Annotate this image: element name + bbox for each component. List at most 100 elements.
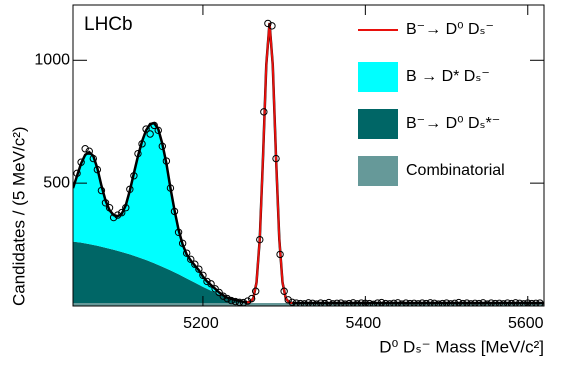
data-point: [260, 108, 268, 116]
data-point: [207, 280, 215, 288]
data-point: [386, 300, 394, 306]
data-point: [142, 125, 150, 133]
data-point: [528, 299, 536, 306]
legend-label: B⁻→ D⁰ Dₛ⁻: [406, 21, 494, 38]
data-point: [353, 300, 361, 306]
data-point: [73, 169, 81, 178]
data-point: [231, 297, 240, 306]
data-point: [264, 19, 272, 28]
data-point: [463, 299, 471, 306]
data-point: [536, 299, 544, 306]
data-point: [406, 299, 414, 306]
data-point: [150, 121, 158, 130]
data-point: [471, 299, 479, 306]
data-point: [256, 235, 264, 244]
data-point: [138, 140, 146, 148]
data-point: [430, 299, 439, 306]
component-area: [73, 123, 228, 298]
data-point: [178, 239, 187, 248]
data-point: [284, 296, 292, 304]
data-point: [349, 299, 357, 306]
data-point: [101, 199, 110, 207]
data-point: [187, 255, 195, 264]
data-point: [450, 299, 459, 306]
data-point: [300, 300, 309, 306]
data-point: [134, 149, 142, 158]
data-point: [219, 292, 227, 300]
data-point: [316, 299, 325, 306]
experiment-label: LHCb: [84, 14, 133, 35]
data-point: [394, 299, 402, 306]
data-point: [459, 299, 467, 306]
data-point: [182, 249, 191, 257]
data-point: [81, 145, 89, 153]
data-point: [487, 299, 495, 306]
legend-swatch: [358, 156, 398, 186]
data-point: [475, 299, 483, 306]
frame: [72, 4, 545, 307]
legend-label: B → D* Dₛ⁻: [406, 68, 490, 85]
data-point: [434, 300, 443, 306]
data-point: [296, 299, 305, 306]
data-point: [511, 299, 520, 306]
data-point: [268, 22, 276, 30]
data-point: [442, 299, 451, 306]
data-point: [272, 154, 280, 163]
data-point: [503, 299, 512, 306]
data-point: [146, 130, 154, 138]
data-point: [446, 300, 455, 306]
data-point: [402, 299, 410, 306]
data-point: [109, 213, 118, 222]
data-point: [89, 154, 98, 163]
data-point: [532, 299, 540, 306]
data-point: [252, 287, 260, 295]
data-point: [467, 300, 475, 306]
legend-label: B⁻→ D⁰ Dₛ*⁻: [406, 115, 500, 132]
data-point: [369, 300, 378, 306]
legend-label: Combinatorial: [406, 162, 505, 179]
data-point: [519, 300, 528, 306]
signal-line: [246, 22, 293, 305]
data-point: [422, 299, 430, 306]
data-point: [158, 142, 167, 150]
data-point: [345, 299, 353, 306]
data-point: [154, 126, 162, 135]
data-point: [166, 184, 175, 192]
data-point: [227, 296, 236, 305]
data-point: [308, 299, 317, 306]
data-point: [304, 299, 313, 306]
data-point: [162, 157, 171, 165]
data-point: [97, 186, 106, 195]
x-tick-label: 5200: [183, 315, 219, 332]
plot-area: [73, 19, 544, 306]
legend-swatch: [358, 109, 398, 139]
data-point: [438, 299, 447, 306]
data-point: [499, 300, 508, 306]
data-point: [341, 300, 349, 306]
data-point: [495, 299, 504, 306]
data-point: [365, 299, 374, 306]
component-area: [73, 241, 252, 304]
x-axis-label: D⁰ Dₛ⁻ Mass [MeV/c²]: [379, 337, 544, 356]
data-point: [247, 294, 256, 303]
data-point: [321, 299, 329, 306]
data-point: [113, 211, 122, 219]
data-point: [130, 172, 138, 180]
data-point: [373, 299, 382, 306]
data-point: [312, 300, 321, 306]
data-point: [191, 260, 199, 268]
data-point: [410, 299, 418, 306]
data-point: [93, 165, 102, 174]
data-point: [126, 185, 134, 193]
data-point: [122, 204, 130, 212]
data-point: [357, 299, 365, 306]
data-point: [292, 299, 301, 306]
data-point: [170, 207, 179, 216]
data-point: [105, 204, 114, 212]
data-point: [276, 250, 284, 259]
data-point: [215, 288, 223, 297]
data-point: [118, 208, 126, 217]
data-point: [174, 228, 183, 236]
data-point: [77, 158, 85, 166]
data-point: [491, 299, 499, 306]
